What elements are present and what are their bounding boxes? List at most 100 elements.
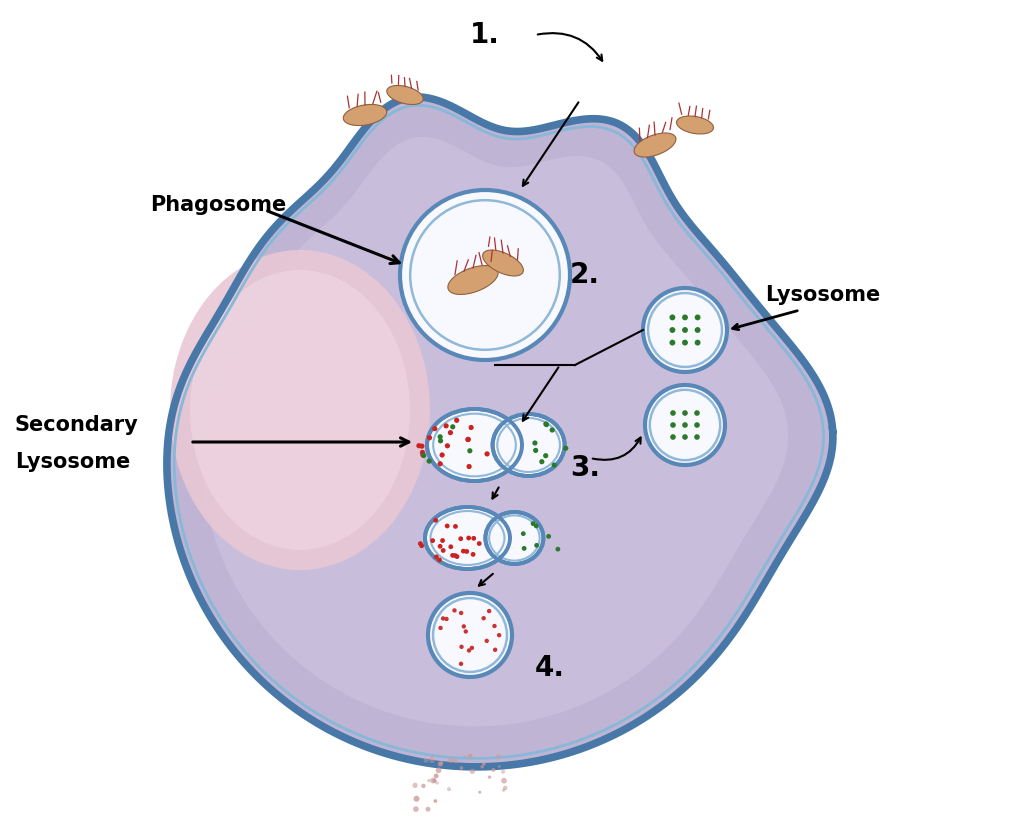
Circle shape (669, 327, 674, 333)
Circle shape (484, 638, 488, 643)
Circle shape (468, 425, 473, 430)
Circle shape (500, 769, 504, 774)
Circle shape (437, 434, 442, 439)
Circle shape (430, 754, 434, 759)
Circle shape (448, 544, 453, 549)
Circle shape (669, 339, 674, 345)
Circle shape (466, 535, 470, 540)
Circle shape (465, 437, 470, 442)
Circle shape (471, 536, 475, 540)
Circle shape (502, 786, 507, 790)
Circle shape (530, 521, 535, 526)
Circle shape (440, 761, 443, 764)
Circle shape (486, 609, 490, 613)
Circle shape (399, 190, 569, 360)
Circle shape (491, 624, 496, 628)
Polygon shape (202, 137, 788, 726)
Ellipse shape (676, 116, 713, 134)
Circle shape (543, 422, 549, 427)
Circle shape (432, 426, 437, 432)
Text: Phagosome: Phagosome (150, 195, 286, 215)
Ellipse shape (425, 507, 510, 569)
Circle shape (543, 453, 548, 458)
Circle shape (464, 549, 469, 554)
Circle shape (458, 536, 463, 541)
Circle shape (681, 410, 687, 416)
Circle shape (669, 315, 674, 320)
Circle shape (443, 423, 448, 428)
Circle shape (432, 779, 436, 783)
Text: 2.: 2. (569, 261, 600, 289)
Circle shape (539, 459, 544, 464)
Circle shape (453, 524, 457, 529)
Circle shape (421, 453, 426, 458)
Circle shape (448, 757, 453, 763)
Circle shape (644, 385, 724, 465)
Circle shape (694, 327, 700, 333)
Circle shape (543, 422, 548, 427)
Circle shape (484, 452, 489, 457)
Circle shape (458, 611, 463, 615)
Circle shape (454, 417, 459, 423)
Circle shape (694, 315, 700, 320)
Circle shape (478, 791, 481, 793)
Circle shape (694, 422, 700, 427)
Circle shape (466, 648, 471, 652)
Circle shape (420, 450, 425, 455)
Circle shape (469, 769, 474, 774)
Circle shape (533, 524, 538, 529)
Ellipse shape (343, 105, 386, 125)
Circle shape (425, 807, 430, 812)
Circle shape (669, 434, 675, 440)
Ellipse shape (170, 250, 430, 570)
Circle shape (492, 647, 496, 652)
Circle shape (430, 778, 436, 784)
Circle shape (441, 616, 445, 621)
Circle shape (669, 410, 675, 416)
Circle shape (546, 534, 551, 539)
Circle shape (440, 538, 445, 543)
Circle shape (522, 546, 526, 551)
Circle shape (480, 765, 483, 769)
Circle shape (434, 554, 439, 559)
Circle shape (447, 787, 451, 791)
Circle shape (445, 443, 450, 448)
Ellipse shape (448, 266, 497, 295)
Circle shape (438, 438, 443, 443)
Circle shape (413, 796, 420, 802)
Circle shape (437, 544, 442, 549)
Circle shape (467, 754, 472, 759)
Circle shape (694, 339, 700, 345)
Circle shape (460, 549, 465, 554)
Circle shape (441, 548, 445, 553)
Circle shape (466, 464, 471, 469)
Text: 4.: 4. (535, 654, 564, 682)
Circle shape (450, 424, 455, 429)
Circle shape (681, 327, 687, 333)
Circle shape (465, 437, 470, 442)
Circle shape (444, 617, 448, 621)
Circle shape (549, 427, 554, 432)
Text: Secondary: Secondary (15, 415, 139, 435)
Circle shape (416, 443, 421, 448)
Ellipse shape (482, 250, 523, 276)
Circle shape (501, 788, 504, 792)
Ellipse shape (634, 133, 675, 157)
Circle shape (458, 662, 463, 666)
Circle shape (434, 774, 438, 779)
Circle shape (412, 806, 419, 812)
Circle shape (487, 775, 490, 779)
Circle shape (450, 553, 455, 558)
Circle shape (669, 422, 675, 427)
Circle shape (467, 448, 472, 453)
Circle shape (429, 758, 435, 763)
Circle shape (495, 754, 500, 759)
Circle shape (424, 758, 428, 763)
Circle shape (491, 768, 494, 772)
Circle shape (694, 434, 700, 440)
Circle shape (438, 761, 443, 766)
Ellipse shape (427, 409, 522, 481)
Ellipse shape (490, 516, 498, 560)
Circle shape (555, 547, 560, 552)
Ellipse shape (190, 270, 409, 550)
